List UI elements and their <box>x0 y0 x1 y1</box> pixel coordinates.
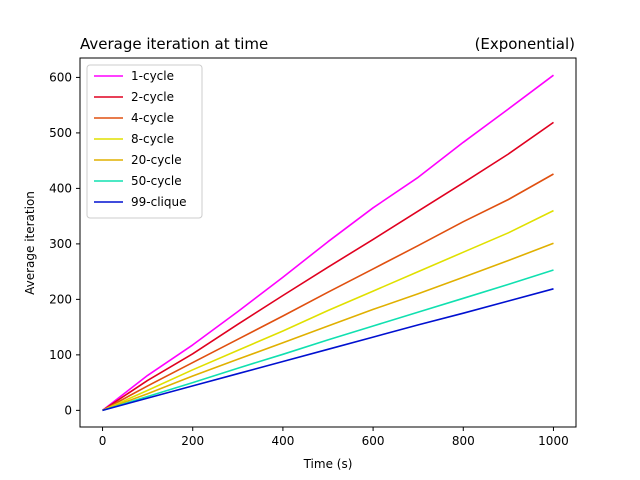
legend-label-1-cycle: 1-cycle <box>131 69 174 83</box>
x-tick-label: 0 <box>99 434 107 448</box>
y-tick-label: 400 <box>49 181 72 195</box>
series-layer <box>102 74 554 412</box>
y-tick-label: 0 <box>64 403 72 417</box>
series-line-4-cycle <box>102 173 554 412</box>
legend-label-99-clique: 99-clique <box>131 195 186 209</box>
series-line-99-clique <box>102 288 554 412</box>
series-line-8-cycle <box>102 209 554 412</box>
legend-label-50-cycle: 50-cycle <box>131 174 182 188</box>
legend-label-8-cycle: 8-cycle <box>131 132 174 146</box>
series-line-2-cycle <box>102 121 554 412</box>
x-tick-label: 600 <box>362 434 385 448</box>
series-line-1-cycle <box>102 74 554 412</box>
series-line-20-cycle <box>102 242 554 412</box>
y-tick-label: 500 <box>49 126 72 140</box>
series-line-50-cycle <box>102 269 554 412</box>
x-tick-label: 1000 <box>538 434 569 448</box>
y-axis-label: Average iteration <box>23 191 37 295</box>
y-tick-label: 200 <box>49 292 72 306</box>
ticks-layer: 0 200 400 600 800 1000 0 100 200 300 400 500 600 <box>49 70 569 448</box>
legend-label-20-cycle: 20-cycle <box>131 153 182 167</box>
chart-subtitle: (Exponential) <box>475 35 575 53</box>
plot-frame <box>79 57 577 428</box>
y-tick-label: 600 <box>49 70 72 84</box>
legend-box <box>86 64 203 219</box>
x-tick-label: 200 <box>181 434 204 448</box>
x-tick-label: 400 <box>271 434 294 448</box>
legend-label-2-cycle: 2-cycle <box>131 90 174 104</box>
y-tick-label: 300 <box>49 237 72 251</box>
y-tick-label: 100 <box>49 348 72 362</box>
x-axis-label: Time (s) <box>303 457 353 471</box>
legend: 1-cycle 2-cycle 4-cycle 8-cycle 20-cycle 50-c… <box>86 64 203 219</box>
x-tick-label: 800 <box>452 434 475 448</box>
chart-title: Average iteration at time <box>80 35 268 53</box>
legend-label-4-cycle: 4-cycle <box>131 111 174 125</box>
